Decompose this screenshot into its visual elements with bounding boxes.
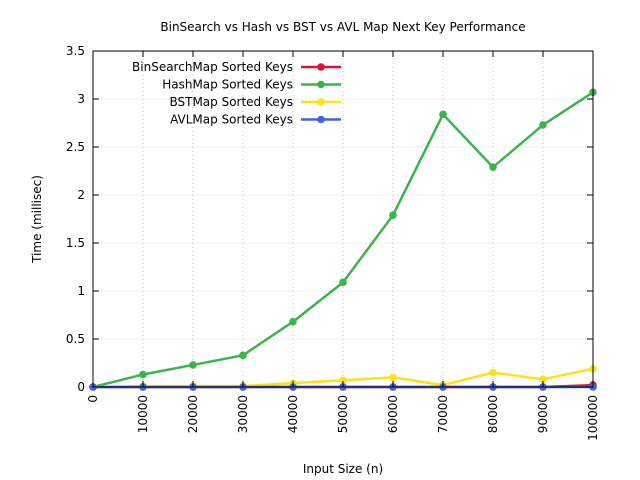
data-point-hashmap-sorted-keys: [139, 370, 147, 379]
x-tick-label: 60000: [386, 395, 400, 433]
data-point-bstmap-sorted-keys: [539, 375, 547, 384]
x-tick-label: 80000: [486, 395, 500, 433]
y-axis-tick-labels: 0 0.5 1 1.5 2 2.5 3 3.5: [66, 44, 85, 394]
x-tick-label: 50000: [336, 395, 350, 433]
y-tick-label: 2: [77, 188, 85, 202]
legend-label: HashMap Sorted Keys: [162, 78, 293, 92]
y-tick-label: 2.5: [66, 140, 85, 154]
y-tick-label: 3: [77, 92, 85, 106]
x-axis-label: Input Size (n): [303, 462, 383, 476]
y-tick-label: 3.5: [66, 44, 85, 58]
legend-marker: [317, 115, 325, 124]
data-point-hashmap-sorted-keys: [189, 361, 197, 369]
x-axis-tick-labels: 0 10000 20000 30000 40000 50000 60000 70000 8000…: [86, 395, 600, 441]
legend-marker: [317, 63, 325, 71]
x-tick-label: 90000: [536, 395, 550, 433]
x-tick-label: 10000: [136, 395, 150, 433]
data-point-hashmap-sorted-keys: [539, 121, 547, 129]
y-axis-label: Time (millisec): [30, 175, 44, 264]
legend-label: BinSearchMap Sorted Keys: [132, 60, 293, 74]
y-tick-label: 1: [77, 284, 85, 298]
data-point-hashmap-sorted-keys: [439, 110, 447, 119]
legend-marker: [317, 80, 325, 89]
x-tick-label: 0: [86, 395, 100, 403]
data-point-bstmap-sorted-keys: [339, 376, 347, 385]
x-tick-label: 40000: [286, 395, 300, 433]
legend: BinSearchMap Sorted Keys HashMap Sorted K…: [132, 60, 341, 127]
y-tick-label: 1.5: [66, 236, 85, 250]
data-point-hashmap-sorted-keys: [289, 317, 297, 326]
x-tick-label: 30000: [236, 395, 250, 433]
legend-marker: [317, 98, 325, 106]
data-point-hashmap-sorted-keys: [389, 211, 397, 219]
data-point-hashmap-sorted-keys: [339, 278, 347, 287]
x-tick-label: 70000: [436, 395, 450, 433]
axis-ticks: [92, 50, 594, 388]
chart-title: BinSearch vs Hash vs BST vs AVL Map Next…: [160, 20, 525, 34]
data-point-hashmap-sorted-keys: [239, 351, 247, 360]
data-point-bstmap-sorted-keys: [489, 368, 497, 377]
y-tick-label: 0: [77, 380, 85, 394]
grid: [93, 51, 593, 387]
legend-label: AVLMap Sorted Keys: [170, 113, 293, 127]
data-point-bstmap-sorted-keys: [389, 373, 397, 382]
legend-label: BSTMap Sorted Keys: [169, 95, 293, 109]
data-point-hashmap-sorted-keys: [489, 163, 497, 171]
x-tick-label: 20000: [186, 395, 200, 433]
y-tick-label: 0.5: [66, 332, 85, 346]
x-tick-label: 100000: [586, 395, 600, 441]
